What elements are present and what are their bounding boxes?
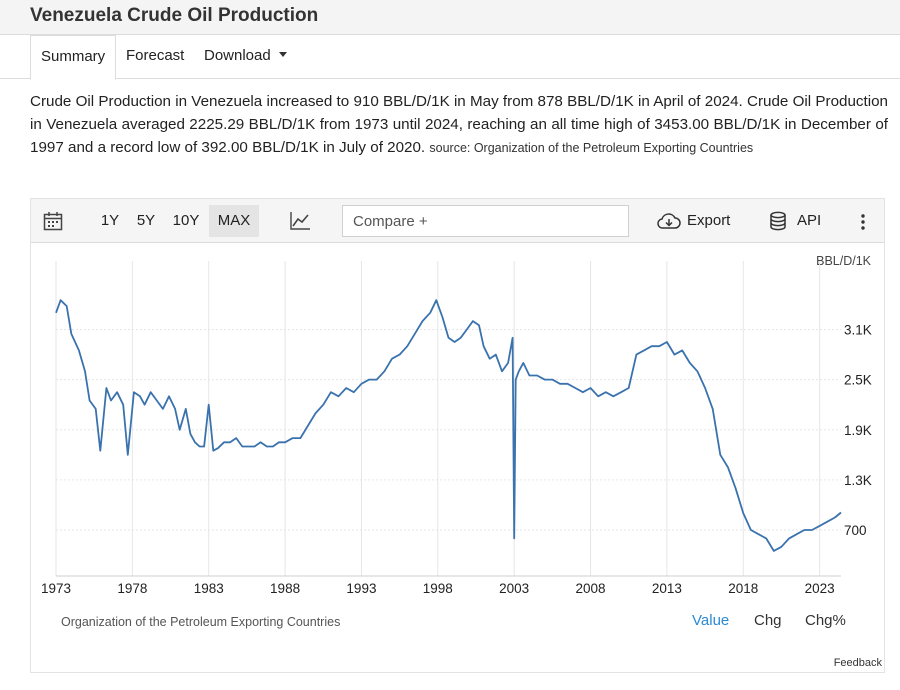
more-vertical-icon[interactable] [857, 213, 869, 231]
description: Crude Oil Production in Venezuela increa… [30, 90, 888, 160]
chart-source: Organization of the Petroleum Exporting … [61, 615, 341, 629]
y-tick-label: 700 [844, 523, 867, 538]
range-10y-button[interactable]: 10Y [172, 212, 200, 229]
calendar-icon[interactable] [43, 211, 63, 231]
tab-download[interactable]: Download [204, 35, 287, 79]
chart-toolbar: 1Y 5Y 10Y MAX Export API [31, 199, 884, 243]
unit-label: BBL/D/1K [816, 254, 872, 268]
export-button[interactable]: Export [687, 212, 731, 229]
description-source: source: Organization of the Petroleum Ex… [429, 141, 754, 155]
page-title: Venezuela Crude Oil Production [30, 5, 319, 26]
range-max-button[interactable]: MAX [209, 205, 259, 237]
chg-tab[interactable]: Chg [754, 612, 782, 629]
x-tick-label: 2013 [652, 581, 682, 596]
title-bar: Venezuela Crude Oil Production [0, 0, 900, 35]
line-chart-icon[interactable] [289, 211, 311, 231]
chg-pct-tab[interactable]: Chg% [805, 612, 846, 629]
x-tick-label: 1978 [117, 581, 147, 596]
y-tick-label: 3.1K [844, 322, 872, 337]
tab-bar-spacer [0, 35, 30, 79]
description-text: Crude Oil Production in Venezuela increa… [30, 93, 888, 156]
series-line [55, 299, 842, 552]
value-tab[interactable]: Value [692, 612, 730, 629]
x-tick-label: 1988 [270, 581, 300, 596]
feedback-link[interactable]: Feedback [833, 657, 882, 669]
cloud-download-icon [657, 213, 681, 229]
tab-summary[interactable]: Summary [30, 35, 117, 80]
tab-download-label: Download [204, 47, 271, 64]
x-tick-label: 1998 [423, 581, 453, 596]
database-icon [770, 211, 786, 231]
x-tick-label: 1993 [346, 581, 376, 596]
chart-card: 1Y 5Y 10Y MAX Export API BBL/D/1K 700 1.3… [30, 198, 885, 673]
y-tick-label: 1.9K [844, 423, 872, 438]
compare-input[interactable] [342, 205, 629, 237]
chart-area: BBL/D/1K 700 1.3K 1.9K 2.5K 3.1K 1973 1978 1983… [41, 254, 872, 596]
range-5y-button[interactable]: 5Y [136, 212, 156, 229]
y-tick-label: 2.5K [844, 373, 872, 388]
x-tick-label: 1973 [41, 581, 71, 596]
x-tick-label: 2003 [499, 581, 529, 596]
api-button[interactable]: API [797, 212, 822, 229]
tab-bar: Summary Forecast Download [0, 35, 900, 80]
x-tick-label: 2018 [728, 581, 758, 596]
x-tick-label: 2008 [576, 581, 606, 596]
x-tick-label: 2023 [805, 581, 835, 596]
caret-down-icon [278, 51, 287, 57]
y-tick-label: 1.3K [844, 473, 872, 488]
tab-forecast[interactable]: Forecast [126, 47, 185, 64]
x-tick-label: 1983 [194, 581, 224, 596]
range-1y-button[interactable]: 1Y [100, 212, 120, 229]
